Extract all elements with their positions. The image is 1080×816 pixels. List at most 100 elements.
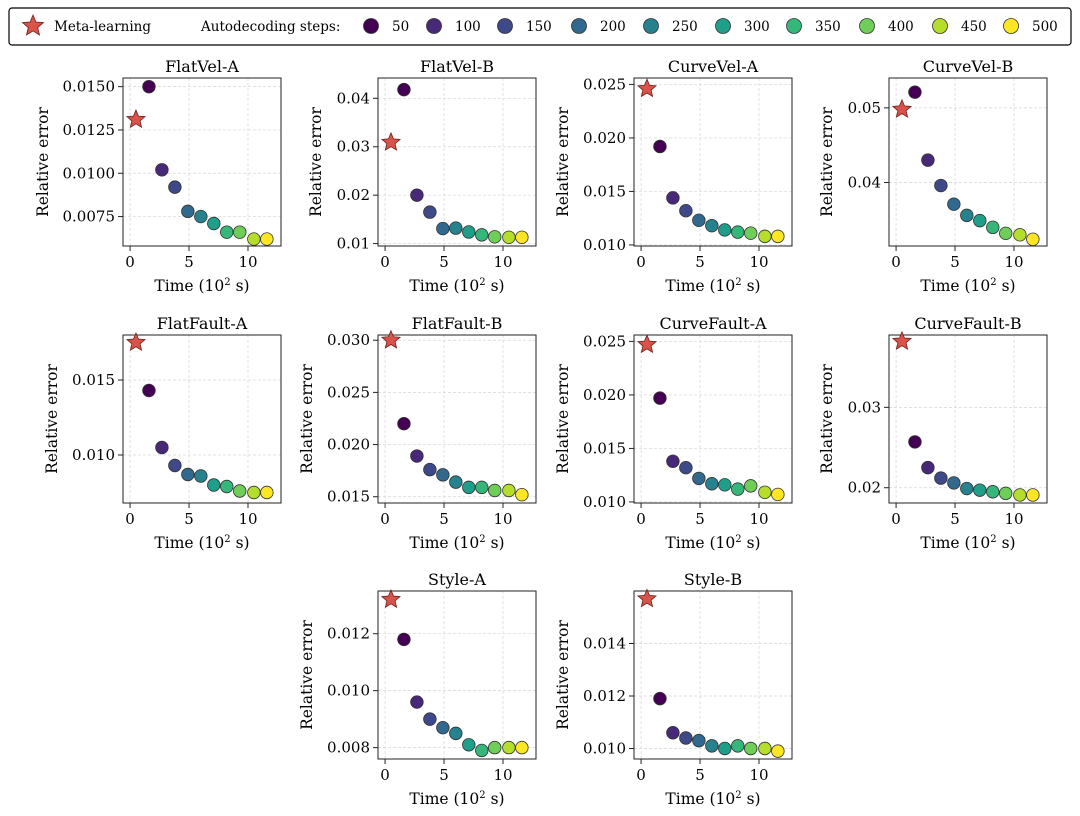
y-tick-label: 0.02 [337,186,370,204]
x-tick-label: 10 [749,510,768,528]
x-tick-label: 0 [380,253,390,271]
panel-flatfault-a: FlatFault-A 0 5 10 0.010 0.015 Time (102 s) Rel… [43,314,282,552]
data-point-500-steps [771,744,785,758]
data-point-500-steps [260,232,274,246]
panel-title: CurveFault-B [914,314,1021,333]
data-point-400-steps [233,484,247,498]
data-point-400-steps [999,486,1013,501]
y-tick-label: 0.0150 [63,78,116,96]
panel-title: FlatFault-A [157,314,248,333]
y-axis-label: Relative error [298,620,316,730]
data-point-150-steps [423,462,437,477]
data-point-400-steps [999,226,1013,241]
x-axis-label: Time (102 s) [665,790,760,808]
data-point-50-steps [908,435,922,449]
plot-frame [122,77,282,247]
data-point-200-steps [436,221,450,236]
data-point-350-steps [731,739,745,753]
data-point-100-steps [410,449,424,463]
x-tick-label: 10 [1004,510,1023,528]
y-tick-label: 0.0125 [63,121,116,139]
legend-step-marker-400 [859,18,875,34]
legend-meta-learning-label: Meta-learning [54,19,151,35]
legend-step-marker-350 [786,18,802,34]
data-point-100-steps [410,695,424,709]
panel-flatvel-a: FlatVel-A 0 5 10 0.0075 0.0100 0.0125 0.0150 Tim… [34,57,282,295]
x-tick-label: 0 [380,510,390,528]
plot-frame [888,77,1048,247]
data-point-250-steps [705,218,719,233]
plot-frame [633,77,793,247]
data-point-250-steps [449,726,463,741]
data-point-200-steps [692,213,706,228]
legend-step-label-400: 400 [888,19,914,35]
x-tick-label: 10 [238,253,257,271]
y-tick-label: 0.03 [337,138,370,156]
y-tick-label: 0.0100 [63,164,116,182]
data-point-400-steps [488,230,502,244]
legend-step-marker-500 [1003,18,1019,34]
data-point-50-steps [653,691,667,706]
x-tick-label: 0 [636,510,646,528]
y-tick-label: 0.025 [327,383,370,401]
x-tick-label: 5 [950,510,960,528]
data-point-500-steps [771,229,785,244]
panel-curvefault-a: CurveFault-A 0 5 10 0.010 0.015 0.020 0.025 Time… [554,314,793,552]
data-point-250-steps [960,481,974,496]
data-point-300-steps [462,738,476,752]
x-axis-label: Time (102 s) [154,534,249,552]
data-point-450-steps [502,483,516,498]
plot-frame [888,334,1048,504]
data-point-250-steps [194,469,208,483]
panel-style-b: Style-B 0 5 10 0.010 0.012 0.014 Time (102 s) Re… [554,570,793,808]
data-point-400-steps [744,479,758,493]
x-tick-label: 5 [950,253,960,271]
y-tick-label: 0.012 [583,687,626,705]
data-point-350-steps [475,743,489,758]
data-point-200-steps [436,468,450,482]
data-point-150-steps [168,180,182,194]
panel-title: FlatFault-B [412,314,503,333]
y-tick-label: 0.04 [848,174,881,192]
y-axis-label: Relative error [554,364,572,474]
data-point-100-steps [410,188,424,202]
data-point-100-steps [155,440,169,455]
data-point-450-steps [502,740,516,755]
panel-curvevel-a: CurveVel-A 0 5 10 0.010 0.015 0.020 0.025 Time (… [554,57,793,295]
y-tick-label: 0.010 [72,446,115,464]
data-point-350-steps [220,225,234,239]
data-point-200-steps [181,204,195,219]
legend-step-label-450: 450 [961,19,987,35]
data-point-400-steps [744,226,758,240]
meta-learning-star [380,588,402,609]
x-tick-label: 5 [439,766,449,784]
x-tick-label: 10 [749,253,768,271]
legend-step-label-200: 200 [600,19,626,35]
y-tick-label: 0.010 [583,740,626,758]
x-tick-label: 5 [695,766,705,784]
panel-title: CurveVel-A [668,57,759,76]
legend-step-marker-450 [932,18,948,34]
y-tick-label: 0.015 [583,439,626,457]
data-point-300-steps [973,483,987,497]
y-tick-label: 0.02 [848,479,881,497]
data-point-150-steps [168,458,182,473]
legend-steps: 50 100 150 200 250 300 350 400 450 500 [363,18,1058,35]
data-point-150-steps [679,731,693,745]
x-tick-label: 5 [439,253,449,271]
data-point-100-steps [666,726,680,740]
x-tick-label: 0 [125,253,135,271]
data-point-150-steps [934,471,948,485]
data-point-450-steps [758,229,772,244]
x-tick-label: 0 [125,510,135,528]
data-point-450-steps [1013,228,1027,242]
data-point-100-steps [155,163,169,177]
plot-frame [122,334,282,504]
data-point-400-steps [744,741,758,756]
data-point-150-steps [423,205,437,219]
y-tick-label: 0.015 [583,182,626,200]
x-axis-label: Time (102 s) [409,277,504,295]
y-tick-label: 0.008 [327,739,370,757]
data-point-300-steps [462,225,476,239]
